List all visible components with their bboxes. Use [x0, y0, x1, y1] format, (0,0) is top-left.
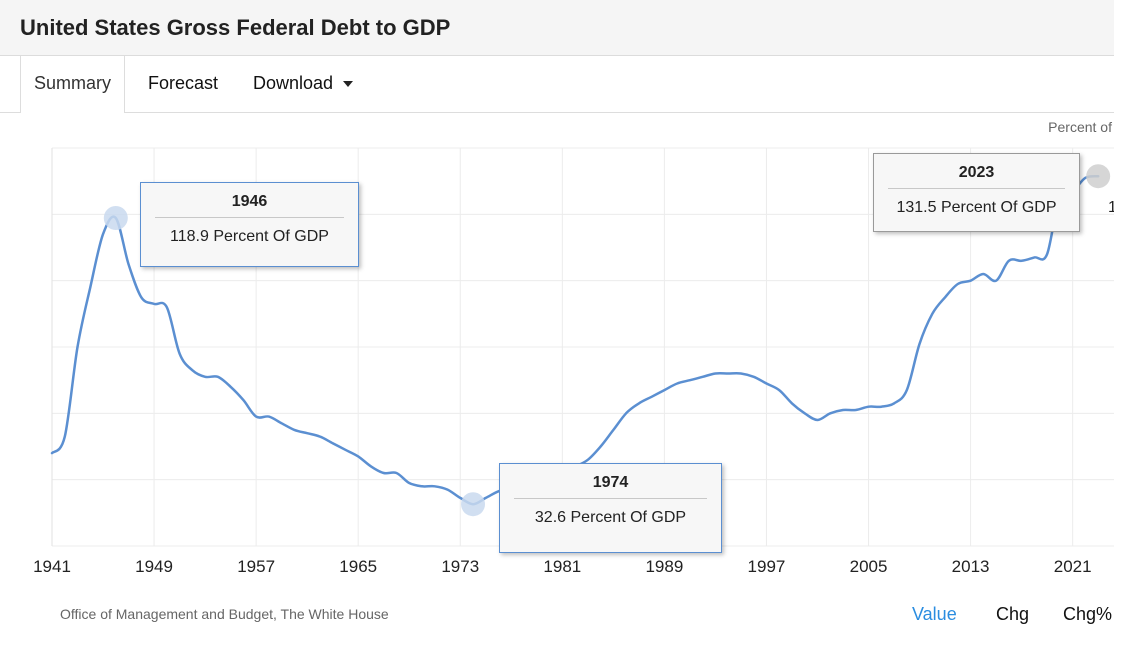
tab-summary[interactable]: Summary [20, 56, 126, 113]
tab-download-label: Download [253, 73, 334, 93]
x-tick-label: 1949 [135, 557, 173, 576]
markers [103, 164, 1111, 517]
tooltip-2023: 2023 131.5 Percent Of GDP [873, 153, 1080, 232]
tab-download[interactable]: Download [253, 56, 354, 112]
title-bar: United States Gross Federal Debt to GDP [0, 0, 1114, 56]
marker-2023[interactable] [1086, 164, 1111, 189]
toggle-chg-pct[interactable]: Chg% [1063, 604, 1113, 624]
tooltip-1946: 1946 118.9 Percent Of GDP [140, 182, 359, 267]
x-tick-label: 2021 [1054, 557, 1092, 576]
page-title: United States Gross Federal Debt to GDP [20, 15, 451, 40]
x-tick-label: 1973 [441, 557, 479, 576]
x-tick-label: 2005 [850, 557, 888, 576]
source-credit: Office of Management and Budget, The Whi… [60, 606, 389, 622]
caret-down-icon [343, 81, 354, 88]
x-tick-label: 1957 [237, 557, 275, 576]
tooltip-value: 118.9 Percent Of GDP [170, 228, 329, 245]
tooltip-year: 1974 [514, 464, 707, 499]
tooltip-1974: 1974 32.6 Percent Of GDP [499, 463, 722, 553]
tab-forecast[interactable]: Forecast [148, 73, 219, 93]
x-tick-label: 2013 [952, 557, 990, 576]
tooltip-year: 2023 [888, 154, 1065, 189]
tooltip-value: 131.5 Percent Of GDP [896, 199, 1057, 216]
x-tick-label: 1997 [748, 557, 786, 576]
x-tick-label: 1965 [339, 557, 377, 576]
partial-y-label: 1 [1108, 199, 1114, 216]
x-tick-label: 1981 [543, 557, 581, 576]
x-tick-label: 1941 [33, 557, 71, 576]
tooltip-year: 1946 [155, 183, 344, 218]
tooltip-value: 32.6 Percent Of GDP [534, 509, 687, 526]
marker-1946[interactable] [103, 205, 128, 230]
marker-1974[interactable] [461, 492, 486, 517]
x-tick-label: 1989 [645, 557, 683, 576]
toggle-chg[interactable]: Chg [996, 604, 1030, 624]
tab-bar: Summary Forecast Download [0, 56, 1114, 113]
toggle-value[interactable]: Value [912, 604, 957, 624]
unit-label: Percent of [1048, 119, 1112, 135]
x-axis: 1941 1949 1957 1965 1973 1981 1989 1997 2005 2013… [33, 557, 1091, 576]
